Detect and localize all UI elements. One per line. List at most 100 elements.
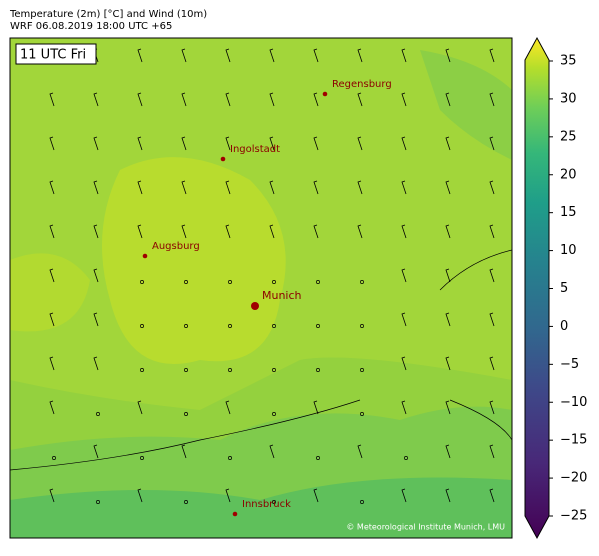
barb — [225, 224, 231, 239]
barb — [93, 224, 99, 239]
barb — [137, 488, 143, 503]
colorbar-tick-label: 5 — [560, 281, 568, 296]
barb — [49, 268, 55, 283]
barb — [225, 48, 231, 63]
calm-marker — [140, 324, 144, 328]
barb — [137, 48, 143, 63]
calm-marker — [228, 280, 232, 284]
barb — [445, 356, 451, 371]
calm-marker — [360, 280, 364, 284]
barb — [401, 224, 407, 239]
barb — [93, 268, 99, 283]
barb — [445, 268, 451, 283]
barb — [225, 180, 231, 195]
barb — [49, 180, 55, 195]
colorbar-tick-label: −10 — [560, 395, 587, 410]
barb — [357, 48, 363, 63]
barb — [181, 136, 187, 151]
calm-marker — [228, 324, 232, 328]
barb — [401, 400, 407, 415]
barb — [489, 488, 495, 503]
barb — [401, 92, 407, 107]
calm-marker — [272, 280, 276, 284]
calm-marker — [316, 456, 320, 460]
barb — [269, 224, 275, 239]
colorbar — [524, 36, 550, 540]
city-dot — [322, 91, 328, 97]
barb — [49, 312, 55, 327]
barb — [137, 136, 143, 151]
colorbar-tick-label: 15 — [560, 205, 577, 220]
barb — [137, 224, 143, 239]
calm-marker — [184, 500, 188, 504]
calm-marker — [360, 324, 364, 328]
city-dot — [232, 511, 238, 517]
barb — [49, 400, 55, 415]
calm-marker — [228, 456, 232, 460]
barb — [489, 136, 495, 151]
barb — [181, 180, 187, 195]
barb — [357, 444, 363, 459]
barb — [313, 224, 319, 239]
barb — [49, 92, 55, 107]
calm-marker — [272, 368, 276, 372]
calm-marker — [316, 368, 320, 372]
calm-marker — [360, 500, 364, 504]
barb — [401, 48, 407, 63]
barb — [489, 312, 495, 327]
city-label: Innsbruck — [242, 499, 291, 510]
barb — [445, 400, 451, 415]
barb — [489, 356, 495, 371]
barb — [93, 136, 99, 151]
barb — [357, 224, 363, 239]
barb — [137, 92, 143, 107]
barb — [181, 48, 187, 63]
barb — [401, 268, 407, 283]
barb — [401, 312, 407, 327]
barb — [269, 444, 275, 459]
barb — [49, 356, 55, 371]
barb — [401, 136, 407, 151]
barb — [489, 48, 495, 63]
barb — [93, 312, 99, 327]
colorbar-tick-label: 0 — [560, 319, 568, 334]
calm-marker — [272, 324, 276, 328]
calm-marker — [140, 368, 144, 372]
barb — [313, 48, 319, 63]
colorbar-tick-label: 35 — [560, 54, 577, 69]
barb — [489, 444, 495, 459]
calm-marker — [96, 412, 100, 416]
barb — [401, 356, 407, 371]
calm-marker — [404, 456, 408, 460]
city-label: Augsburg — [152, 241, 200, 252]
barb — [313, 136, 319, 151]
barb — [489, 268, 495, 283]
city-label: Regensburg — [332, 79, 392, 90]
calm-marker — [360, 412, 364, 416]
barb — [445, 92, 451, 107]
calm-marker — [96, 500, 100, 504]
calm-marker — [184, 368, 188, 372]
barb — [313, 488, 319, 503]
barb — [445, 224, 451, 239]
calm-marker — [228, 368, 232, 372]
map-frame — [9, 37, 513, 539]
calm-marker — [272, 500, 276, 504]
barb — [401, 180, 407, 195]
city-label: Munich — [262, 289, 302, 302]
barb — [445, 180, 451, 195]
barb — [269, 48, 275, 63]
city-dot — [142, 253, 148, 259]
calm-marker — [360, 368, 364, 372]
calm-marker — [184, 280, 188, 284]
calm-marker — [52, 456, 56, 460]
subtitle: WRF 06.08.2019 18:00 UTC +65 — [10, 21, 172, 32]
barb — [357, 92, 363, 107]
city-label: Ingolstadt — [230, 144, 280, 155]
barb — [269, 136, 275, 151]
city-dot — [220, 156, 226, 162]
calm-marker — [140, 456, 144, 460]
calm-marker — [316, 324, 320, 328]
barb — [225, 136, 231, 151]
